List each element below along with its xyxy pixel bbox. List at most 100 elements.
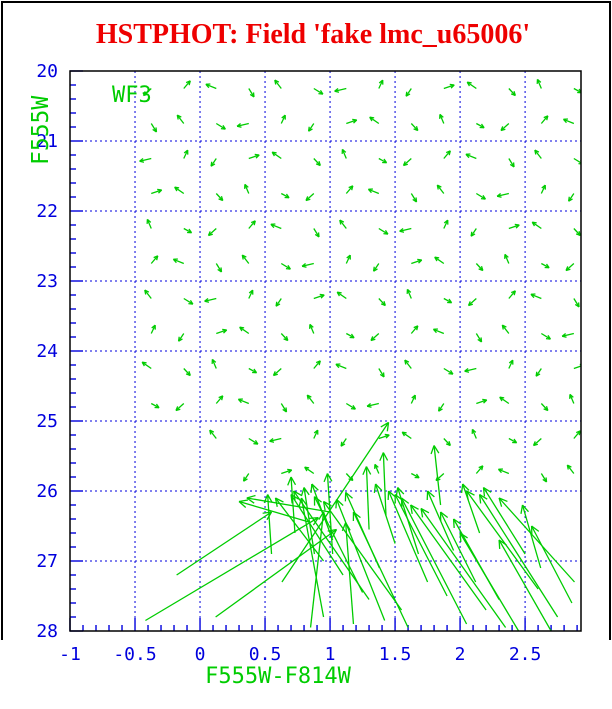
error-vector: [298, 497, 325, 618]
error-vector: [346, 118, 358, 125]
error-vector: [263, 494, 273, 555]
error-vector: [410, 394, 416, 404]
error-vector: [345, 332, 355, 339]
error-vector: [216, 328, 228, 335]
error-vector: [322, 500, 403, 611]
error-vector: [573, 228, 581, 237]
error-vector: [209, 429, 217, 439]
error-vector: [475, 333, 483, 343]
error-vector: [540, 184, 546, 194]
error-vector: [504, 253, 510, 264]
error-vector: [566, 464, 575, 474]
error-vector: [499, 396, 510, 405]
error-vector: [508, 359, 514, 369]
error-vector: [183, 227, 193, 234]
error-vector: [248, 289, 254, 299]
grid-lines: [70, 70, 581, 631]
error-vector: [378, 433, 390, 440]
error-vector: [520, 504, 542, 569]
error-vector: [271, 151, 282, 160]
error-vector: [426, 490, 455, 551]
error-vector: [246, 494, 331, 513]
y-tick-label: 28: [36, 621, 58, 642]
plot-frame: [69, 70, 582, 632]
error-vector: [280, 114, 286, 124]
error-vector: [313, 293, 325, 300]
error-vector: [239, 326, 250, 335]
error-vector: [439, 113, 445, 124]
error-vector: [306, 394, 315, 404]
error-vector: [411, 472, 420, 479]
x-tick-label: 0: [195, 644, 206, 665]
error-vector: [362, 466, 372, 530]
error-vector: [269, 437, 282, 443]
error-vector: [531, 221, 542, 230]
error-vector: [274, 497, 325, 562]
error-vector: [573, 363, 581, 370]
error-vector: [373, 483, 396, 544]
error-vector: [204, 297, 217, 303]
error-vector: [313, 429, 319, 439]
error-vector: [378, 157, 388, 164]
error-vector: [475, 263, 484, 272]
error-vector: [573, 430, 581, 439]
error-vector: [244, 183, 250, 194]
error-vector: [401, 431, 412, 440]
error-vector: [540, 115, 549, 124]
error-vector: [313, 87, 324, 95]
error-vector: [274, 79, 282, 89]
error-vector: [369, 116, 380, 125]
error-vector: [172, 258, 185, 265]
error-vector: [402, 158, 412, 167]
error-vector: [150, 402, 160, 409]
error-vector: [437, 403, 445, 412]
error-vector: [241, 254, 250, 264]
error-vector: [183, 297, 194, 305]
error-vector: [465, 490, 539, 590]
error-vector: [280, 262, 291, 270]
error-vector: [443, 367, 454, 375]
error-vector: [404, 359, 412, 369]
error-vector: [466, 81, 477, 90]
x-tick-label: 1.5: [379, 644, 412, 665]
error-vector: [569, 393, 575, 404]
y-tick-label: 27: [36, 551, 58, 572]
error-vector: [498, 497, 575, 583]
error-vector: [183, 149, 189, 159]
error-vector: [443, 219, 449, 229]
error-vector: [501, 324, 510, 334]
error-vector: [508, 290, 516, 299]
error-vector: [443, 438, 451, 447]
error-vector: [540, 473, 548, 483]
error-vector: [146, 218, 152, 229]
error-vector: [459, 532, 520, 631]
error-vector: [215, 263, 223, 273]
error-vector: [379, 452, 389, 516]
error-vector: [541, 332, 551, 340]
error-vector: [313, 158, 321, 167]
x-tick-label: 2.5: [509, 644, 542, 665]
error-vector: [139, 157, 152, 163]
error-vector: [496, 192, 509, 198]
error-vector: [313, 360, 321, 369]
error-vector: [151, 188, 163, 195]
x-tick-label: -1: [59, 644, 81, 665]
y-tick-label: 24: [36, 341, 58, 362]
error-vector: [280, 403, 288, 413]
error-vector: [406, 288, 412, 299]
error-vector: [460, 483, 481, 534]
error-vector: [335, 363, 347, 370]
error-vector: [248, 437, 259, 445]
error-vector: [387, 490, 429, 583]
error-vector: [248, 153, 260, 160]
error-vector: [150, 123, 158, 133]
error-vector: [436, 184, 445, 194]
error-vector: [280, 192, 290, 199]
error-vector: [530, 525, 573, 604]
error-vector: [309, 323, 315, 334]
error-vector: [175, 403, 185, 412]
y-axis-label: F555W: [28, 96, 54, 165]
error-vector: [272, 368, 282, 377]
error-vector: [476, 398, 488, 405]
